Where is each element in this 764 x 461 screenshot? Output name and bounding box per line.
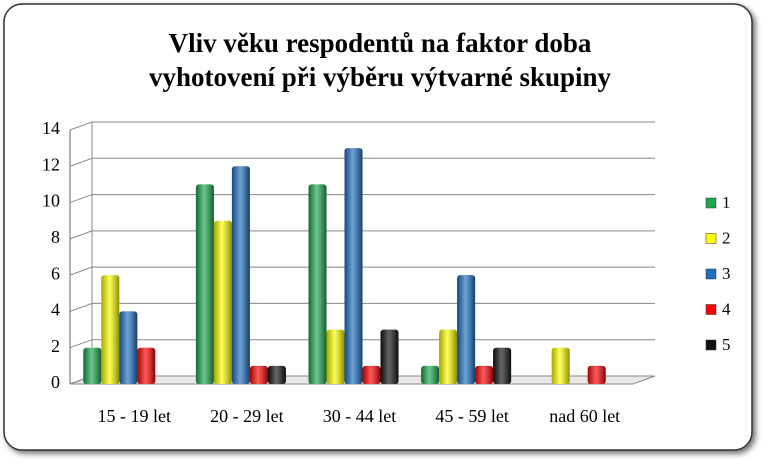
bar — [195, 184, 214, 384]
bar — [362, 365, 381, 384]
legend-label: 1 — [722, 193, 731, 212]
chart-title: Vliv věku respodentů na faktor doba — [169, 28, 592, 58]
bar — [344, 148, 363, 384]
y-tick-label: 14 — [42, 118, 60, 138]
bar — [83, 347, 102, 384]
y-tick-label: 2 — [51, 336, 60, 356]
x-tick-label: 45 - 59 let — [435, 406, 509, 426]
chart-frame — [3, 3, 753, 451]
bar — [439, 329, 458, 384]
y-tick-label: 12 — [42, 154, 60, 174]
legend-label: 2 — [722, 228, 731, 247]
bar — [213, 220, 232, 384]
legend-label: 3 — [722, 264, 731, 283]
bar — [249, 365, 268, 384]
y-tick-label: 0 — [51, 372, 60, 392]
y-tick-label: 6 — [51, 263, 60, 283]
bar — [421, 365, 440, 384]
grid-line — [69, 121, 655, 131]
legend-label: 5 — [722, 335, 731, 354]
bar — [119, 311, 138, 384]
bar — [326, 329, 345, 384]
legend-label: 4 — [722, 299, 731, 318]
x-tick-label: nad 60 let — [549, 406, 620, 426]
bar — [493, 347, 512, 384]
x-tick-label: 20 - 29 let — [210, 406, 284, 426]
bar — [457, 275, 476, 384]
y-tick-label: 4 — [51, 300, 60, 320]
bar — [380, 329, 399, 384]
bar — [475, 365, 494, 384]
chart-title: vyhotovení při výběru výtvarné skupiny — [149, 62, 612, 92]
bar — [267, 365, 286, 384]
legend-marker — [705, 233, 717, 244]
legend-marker — [705, 304, 717, 315]
y-tick-label: 8 — [51, 227, 60, 247]
legend-marker — [705, 339, 717, 351]
bar — [551, 347, 570, 384]
grid-line — [69, 266, 655, 276]
grid-line — [69, 230, 655, 240]
bar — [137, 347, 156, 384]
bar — [101, 275, 120, 384]
grid-line — [69, 194, 655, 204]
legend-marker — [705, 197, 717, 209]
x-tick-label: 15 - 19 let — [98, 406, 172, 426]
legend-marker — [705, 268, 717, 280]
bar — [587, 365, 606, 384]
bar — [231, 166, 250, 384]
grid-line — [69, 157, 655, 167]
bar — [308, 184, 327, 384]
x-tick-label: 30 - 44 let — [323, 406, 397, 426]
y-tick-label: 10 — [42, 191, 60, 211]
